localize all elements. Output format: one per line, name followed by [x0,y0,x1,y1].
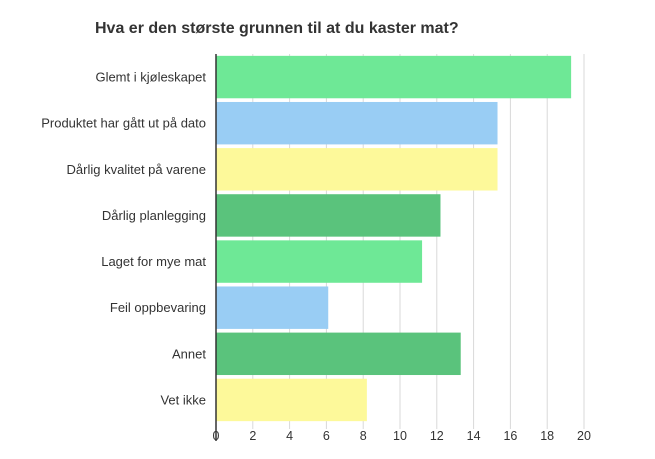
category-label: Feil oppbevaring [110,300,206,315]
x-tick-label: 20 [577,429,591,443]
category-label: Laget for mye mat [101,254,206,269]
category-label: Vet ikke [160,392,206,407]
bar-2 [216,101,498,145]
x-tick-label: 12 [430,429,444,443]
x-tick-label: 0 [213,429,220,443]
x-tick-label: 2 [249,429,256,443]
x-tick-label: 6 [323,429,330,443]
category-label: Glemt i kjøleskapet [95,70,206,85]
category-labels: Glemt i kjøleskapet Produktet har gått ut… [41,70,206,408]
x-tick-label: 8 [360,429,367,443]
category-label: Annet [172,346,206,361]
bar-6 [216,286,329,329]
tick-labels: 0 2 4 6 8 10 12 14 16 18 20 [213,429,591,443]
x-tick-label: 10 [393,429,407,443]
category-label: Dårlig kvalitet på varene [67,162,206,177]
bar-7 [216,332,461,376]
x-tick-label: 4 [286,429,293,443]
category-label: Produktet har gått ut på dato [41,116,206,131]
bar-5 [216,240,423,283]
category-label: Dårlig planlegging [102,208,206,223]
bar-8 [216,378,367,422]
bars [216,55,572,422]
chart-title: Hva er den største grunnen til at du kas… [95,20,459,37]
bar-4 [216,194,441,237]
x-tick-label: 14 [467,429,481,443]
x-tick-label: 18 [540,429,554,443]
bar-3 [216,148,498,191]
bar-1 [216,55,572,99]
x-tick-label: 16 [503,429,517,443]
